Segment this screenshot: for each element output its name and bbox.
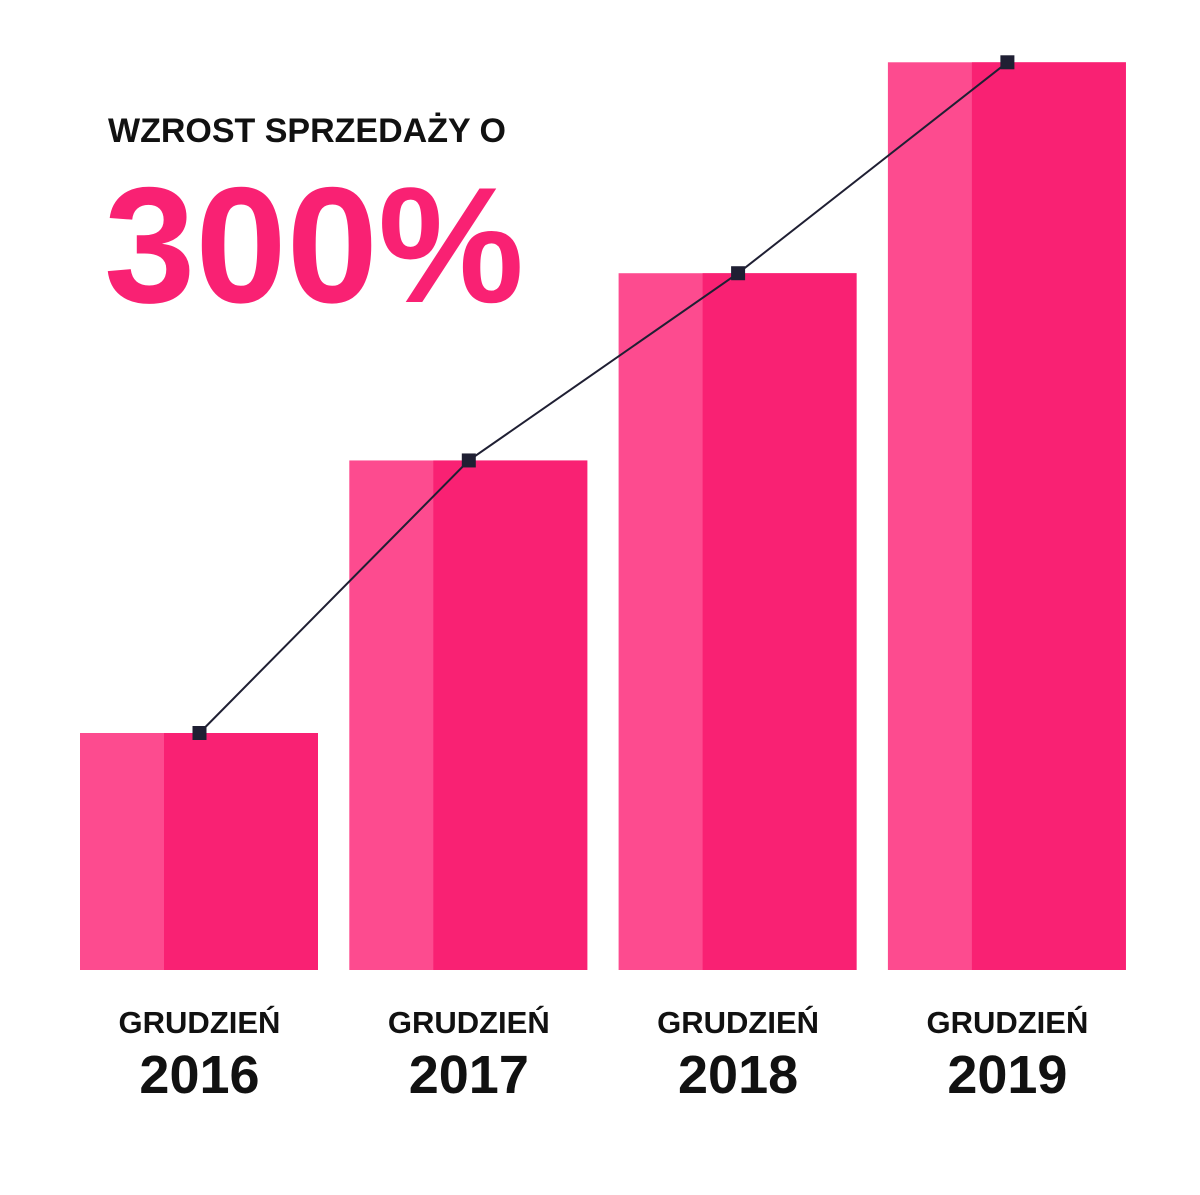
x-tick-label: GRUDZIEŃ [388, 1005, 550, 1040]
point-marker [731, 266, 746, 281]
bar-shade [433, 460, 588, 970]
x-tick-label: GRUDZIEŃ [926, 1005, 1088, 1040]
x-tick-label: 2016 [139, 1045, 259, 1105]
x-tick-label: 2017 [409, 1045, 529, 1105]
point-marker [461, 453, 476, 468]
x-tick-label: 2018 [678, 1045, 798, 1105]
x-tick-label: GRUDZIEŃ [119, 1005, 281, 1040]
bar-shade [702, 273, 857, 971]
bar-shade [164, 733, 318, 970]
x-tick-label: GRUDZIEŃ [657, 1005, 819, 1040]
x-tick-label: 2019 [947, 1045, 1067, 1105]
headline: 300% [104, 153, 524, 337]
trend-line [198, 61, 1009, 734]
point-marker [1000, 55, 1015, 70]
chart-title: WZROST SPRZEDAŻY O [108, 112, 506, 150]
point-marker [192, 726, 207, 740]
bar-shade [971, 62, 1126, 971]
